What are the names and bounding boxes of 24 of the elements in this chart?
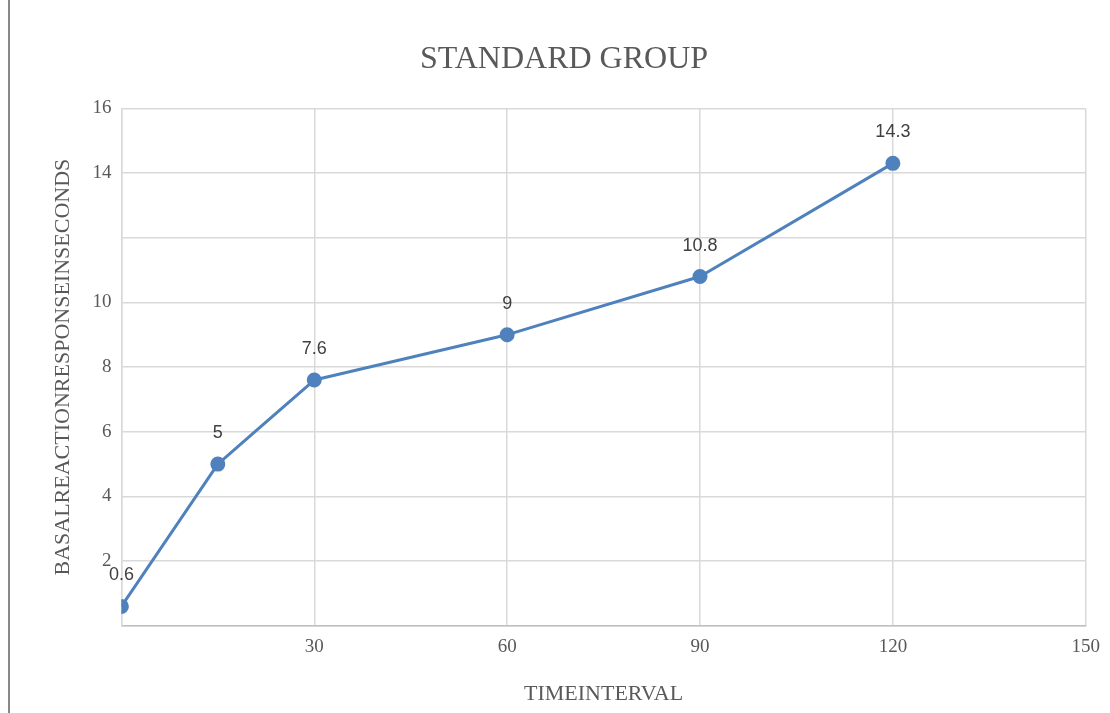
data-label: 14.3 [875,121,911,142]
y-tick-label: 6 [101,419,112,441]
x-tick-label: 120 [878,635,908,657]
y-tick-label: 4 [101,484,112,506]
point [692,269,708,285]
data-label: 9 [502,292,513,313]
point [885,155,901,171]
x-axis-title: TIMEINTERVAL [524,679,684,705]
data-label: 5 [212,422,223,443]
x-tick-label: 30 [304,635,324,657]
x-tick-label: 90 [690,635,710,657]
y-axis-title: BASALREACTIONRESPONSEINSECONDS [48,158,74,576]
y-tick-label: 10 [92,290,112,312]
x-tick-label: 60 [497,635,517,657]
y-tick-label: 16 [92,96,112,118]
x-tick-label: 150 [1071,635,1100,657]
chart-title: STANDARD GROUP [419,38,709,75]
data-label: 7.6 [301,338,327,358]
data-label: 10.8 [682,234,718,255]
point [210,456,226,472]
point [499,327,515,343]
y-tick-label: 8 [101,355,112,377]
y-tick-label: 14 [92,161,112,183]
point [306,372,322,388]
